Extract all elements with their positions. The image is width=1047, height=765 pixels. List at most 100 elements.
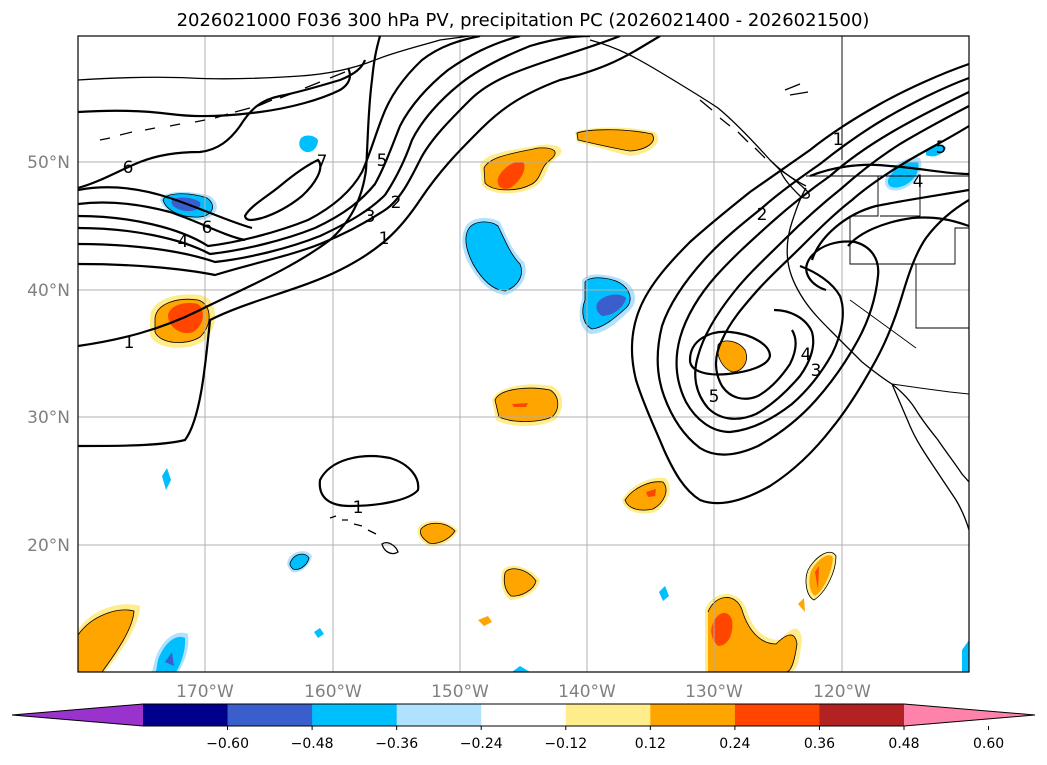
us-west-coast: [786, 187, 917, 411]
pv-contour-labels: 6 7 5 3 2 1 4 6 1 1 2 1 5 4 5 4 3 4 5 1: [123, 130, 947, 518]
colorbar-segment: [481, 704, 567, 726]
colorbar-segment: [143, 704, 229, 726]
colorbar-outline: [11, 703, 1036, 727]
pv-contour-label: 2: [391, 193, 402, 213]
lon-label-120w: 120°W: [813, 682, 871, 702]
pv-contour-label: 1: [353, 498, 364, 518]
pv-contour: [78, 186, 253, 230]
lon-label-140w: 140°W: [558, 682, 616, 702]
precip-blob: [78, 610, 134, 672]
colorbar-tick-label: −0.48: [291, 736, 334, 752]
colorbar-segment: [734, 704, 820, 726]
precip-blob: [596, 294, 626, 316]
precip-blob: [165, 652, 174, 666]
precip-blob: [577, 129, 654, 151]
precip-blob: [478, 616, 492, 626]
precip-blob: [815, 566, 819, 590]
precip-blob: [625, 481, 667, 511]
pv-contour-label: 1: [833, 130, 844, 150]
colorbar-segment: [819, 704, 905, 726]
pv-contour: [675, 91, 969, 434]
pv-contour: [847, 216, 969, 247]
us-state-borders: [849, 176, 969, 349]
precip-blob: [420, 523, 455, 544]
pv-contour: [78, 36, 481, 248]
pv-contours: [78, 36, 969, 508]
pv-contour-label: 3: [365, 207, 376, 227]
lon-label-170w: 170°W: [176, 682, 234, 702]
precip-blob: [162, 468, 171, 490]
precip-blob: [497, 161, 525, 189]
pv-contour: [688, 330, 772, 376]
colorbar-segment: [312, 704, 398, 726]
latitude-labels: 50°N 40°N 30°N 20°N: [27, 153, 70, 556]
precip-blob: [962, 640, 969, 672]
pv-contour-label: 1: [379, 229, 390, 249]
colorbar-tick-label: −0.60: [206, 736, 249, 752]
precip-blob: [504, 568, 536, 597]
alaska-coast: [78, 36, 471, 81]
pv-contour: [809, 163, 969, 178]
pv-contour: [78, 201, 246, 242]
precip-blob: [465, 221, 522, 291]
precip-blob: [314, 628, 324, 638]
coastlines: [78, 36, 969, 555]
lon-label-160w: 160°W: [304, 682, 362, 702]
pv-contour-label: 2: [757, 205, 768, 225]
pv-contour: [630, 62, 969, 505]
pv-contour: [243, 158, 322, 222]
pv-contour: [656, 76, 969, 456]
pv-contour-label: 5: [709, 387, 720, 407]
colorbar-tick-label: −0.12: [544, 736, 587, 752]
pv-contour: [78, 36, 621, 277]
pv-contour: [694, 105, 969, 420]
political-borders: [806, 36, 969, 395]
baja-california: [891, 383, 969, 531]
colorbar-tick-label: −0.24: [460, 736, 503, 752]
lon-label-150w: 150°W: [431, 682, 489, 702]
vancouver-island: [778, 168, 810, 199]
precip-blob: [717, 340, 747, 372]
colorbar-tick-label: −0.36: [375, 736, 418, 752]
pv-contour-label: 4: [178, 232, 189, 252]
precipitation-shading: [78, 127, 969, 672]
colorbar-tick-label: 0.24: [719, 736, 750, 752]
lat-label-40n: 40°N: [27, 281, 70, 301]
pv-contour: [78, 36, 591, 264]
precip-blob: [646, 489, 656, 497]
figure-title: 2026021000 F036 300 hPa PV, precipitatio…: [177, 10, 870, 31]
precip-blob: [299, 135, 318, 153]
lon-label-130w: 130°W: [685, 682, 743, 702]
pv-contour: [78, 36, 382, 348]
precip-blob: [512, 666, 530, 672]
precip-blob: [659, 586, 669, 601]
colorbar-tick-label: 0.36: [804, 736, 835, 752]
pv-contour-label: 5: [377, 151, 388, 171]
precip-blob: [168, 303, 203, 334]
pv-contour: [78, 36, 521, 256]
pv-contour-label: 3: [811, 361, 822, 381]
pv-contour-label: 6: [123, 158, 134, 178]
map-panel: 6 7 5 3 2 1 4 6 1 1 2 1 5 4 5 4 3 4 5 1: [78, 36, 969, 672]
colorbar-segment: [227, 704, 313, 726]
colorbar-tick-label: 0.12: [635, 736, 666, 752]
pv-contour: [78, 59, 367, 190]
colorbar-tick-label: 0.60: [973, 736, 1004, 752]
pv-contour: [78, 67, 351, 118]
precip-blob: [798, 598, 805, 612]
precip-outlines: [78, 129, 837, 672]
colorbar-extend-high: [904, 704, 1035, 726]
pv-contour-label: 7: [317, 152, 328, 172]
pv-contour: [318, 454, 420, 508]
lat-label-50n: 50°N: [27, 153, 70, 173]
colorbar-tick-label: 0.48: [888, 736, 919, 752]
pv-contour-label: 4: [913, 172, 924, 192]
precip-blob: [708, 597, 797, 672]
precip-blob: [809, 555, 833, 596]
colorbar-segment: [650, 704, 736, 726]
pv-contour: [78, 36, 661, 448]
lat-label-30n: 30°N: [27, 408, 70, 428]
gulf-of-california: [915, 409, 969, 483]
hawaiian-islands: [329, 515, 399, 555]
